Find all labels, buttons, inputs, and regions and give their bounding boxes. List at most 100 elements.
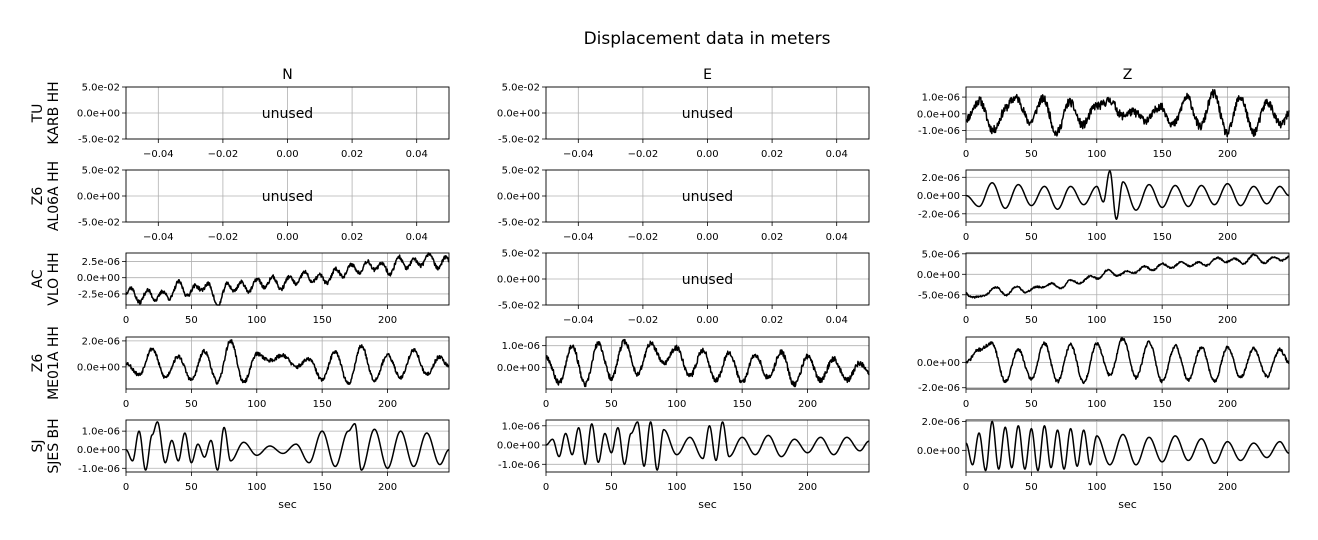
panel-frame: [965, 252, 1290, 306]
x-tick-label: −0.04: [143, 232, 174, 243]
trace-line: [965, 420, 1290, 472]
y-tick-label: 2.0e-06: [82, 336, 120, 347]
x-tick-label: 0.02: [341, 232, 363, 243]
column-title-z: Z: [1123, 67, 1133, 83]
panel-r3-c2: 0 50 100 150 200 0.0e+00 -2.0e-06: [917, 336, 1290, 410]
y-tick-label: -5.0e-02: [78, 135, 120, 146]
x-tick-label: 0.04: [826, 149, 848, 160]
y-tick-label: 0.0e+00: [917, 270, 960, 281]
row-label-4: SJ SJES BH: [30, 418, 62, 473]
panel-frame: [965, 419, 1290, 473]
x-tick-label: 100: [247, 315, 266, 326]
panel-r4-c2: 0 50 100 150 200 2.0e-06 0.0e+00 sec: [917, 417, 1290, 511]
y-tick-label: 1.0e-06: [502, 341, 540, 352]
x-tick-label: 0: [543, 482, 549, 493]
x-tick-label: 0.00: [696, 149, 718, 160]
x-tick-label: 0.02: [761, 232, 783, 243]
x-tick-label: −0.04: [143, 149, 174, 160]
x-tick-label: 200: [1218, 315, 1237, 326]
unused-label: unused: [262, 189, 313, 205]
x-tick-label: 150: [733, 399, 752, 410]
row-station-label: SJES BH: [46, 418, 62, 473]
panel-r1-c2: 0 50 100 150 200 2.0e-06 0.0e+00 -2.0e-06: [917, 169, 1290, 243]
y-tick-label: 0.0e+00: [917, 109, 960, 120]
panel-frame: [545, 169, 870, 223]
x-tick-label: 200: [798, 482, 817, 493]
x-tick-label: 0: [963, 315, 969, 326]
x-tick-label: 150: [733, 482, 752, 493]
x-tick-label: 100: [1087, 315, 1106, 326]
x-tick-label: 200: [1218, 149, 1237, 160]
x-tick-label: 0.00: [696, 232, 718, 243]
x-tick-label: −0.02: [208, 149, 239, 160]
row-network-label: SJ: [30, 439, 46, 452]
unused-label: unused: [262, 106, 313, 122]
x-tick-label: 0: [123, 482, 129, 493]
y-tick-label: 0.0e+00: [77, 445, 120, 456]
x-tick-label: 150: [313, 482, 332, 493]
row-label-1: Z6 AL06A HH: [30, 161, 62, 231]
y-tick-label: 1.0e-06: [82, 427, 120, 438]
panel-r2-c2: 0 50 100 150 200 5.0e-06 0.0e+00 -5.0e-06: [917, 249, 1290, 326]
x-tick-label: 100: [1087, 399, 1106, 410]
row-station-label: KARB HH: [46, 81, 62, 144]
trace-line: [965, 170, 1290, 221]
y-tick-label: -2.0e-06: [918, 383, 960, 394]
row-network-label: Z6: [30, 354, 46, 373]
x-tick-label: −0.02: [628, 315, 659, 326]
x-tick-label: 0.04: [826, 232, 848, 243]
x-tick-label: 0.04: [406, 149, 428, 160]
y-tick-label: 0.0e+00: [497, 275, 540, 286]
panel-frame: [545, 252, 870, 306]
y-tick-label: -5.0e-02: [498, 301, 540, 312]
panel-r2-c0: 0 50 100 150 200 2.5e-06 0.0e+00 -2.5e-06: [77, 252, 450, 326]
row-label-2: AC VLO HH: [30, 252, 62, 305]
x-tick-label: 150: [1153, 232, 1172, 243]
panel-r1-c1: −0.04 −0.02 0.00 0.02 0.04 5.0e-02 0.0e+00 -5.0…: [497, 166, 870, 243]
y-tick-label: 2.0e-06: [922, 173, 960, 184]
y-tick-label: -2.0e-06: [918, 209, 960, 220]
x-tick-label: 100: [667, 399, 686, 410]
y-tick-label: 0.0e+00: [917, 358, 960, 369]
x-tick-label: 100: [1087, 482, 1106, 493]
panel-frame: [545, 419, 870, 473]
x-tick-label: 200: [378, 315, 397, 326]
panel-frame: [965, 86, 1290, 140]
x-tick-label: −0.02: [628, 232, 659, 243]
panel-r1-c0: −0.04 −0.02 0.00 0.02 0.04 5.0e-02 0.0e+00 -5.0…: [77, 166, 450, 243]
x-tick-label: 200: [1218, 232, 1237, 243]
y-tick-label: 5.0e-02: [502, 166, 540, 177]
trace-line: [125, 421, 450, 471]
panel-frame: [125, 86, 450, 140]
x-tick-label: 150: [1153, 482, 1172, 493]
y-tick-label: 0.0e+00: [917, 446, 960, 457]
y-tick-label: 0.0e+00: [497, 363, 540, 374]
x-tick-label: 100: [1087, 232, 1106, 243]
y-tick-label: -5.0e-06: [918, 290, 960, 301]
y-tick-label: -5.0e-02: [498, 135, 540, 146]
y-tick-label: 5.0e-02: [502, 249, 540, 260]
x-tick-label: 150: [313, 315, 332, 326]
y-tick-label: -1.0e-06: [498, 460, 540, 471]
y-tick-label: 2.0e-06: [922, 417, 960, 428]
y-tick-label: 1.0e-06: [502, 421, 540, 432]
y-tick-label: -2.5e-06: [78, 289, 120, 300]
x-tick-label: 150: [1153, 315, 1172, 326]
x-tick-label: 50: [185, 315, 198, 326]
y-tick-label: 0.0e+00: [497, 441, 540, 452]
x-tick-label: −0.02: [628, 149, 659, 160]
column-title-n: N: [282, 67, 292, 83]
y-tick-label: -5.0e-02: [78, 218, 120, 229]
trace-line: [545, 338, 870, 388]
x-tick-label: 50: [1025, 315, 1038, 326]
x-tick-label: 150: [1153, 399, 1172, 410]
panel-frame: [965, 169, 1290, 223]
x-tick-label: 200: [798, 399, 817, 410]
x-tick-label: 100: [667, 482, 686, 493]
y-tick-label: 0.0e+00: [917, 191, 960, 202]
panel-r2-c1: −0.04 −0.02 0.00 0.02 0.04 5.0e-02 0.0e+00 -5.0…: [497, 249, 870, 326]
x-tick-label: 0: [123, 315, 129, 326]
row-station-label: VLO HH: [46, 252, 62, 305]
